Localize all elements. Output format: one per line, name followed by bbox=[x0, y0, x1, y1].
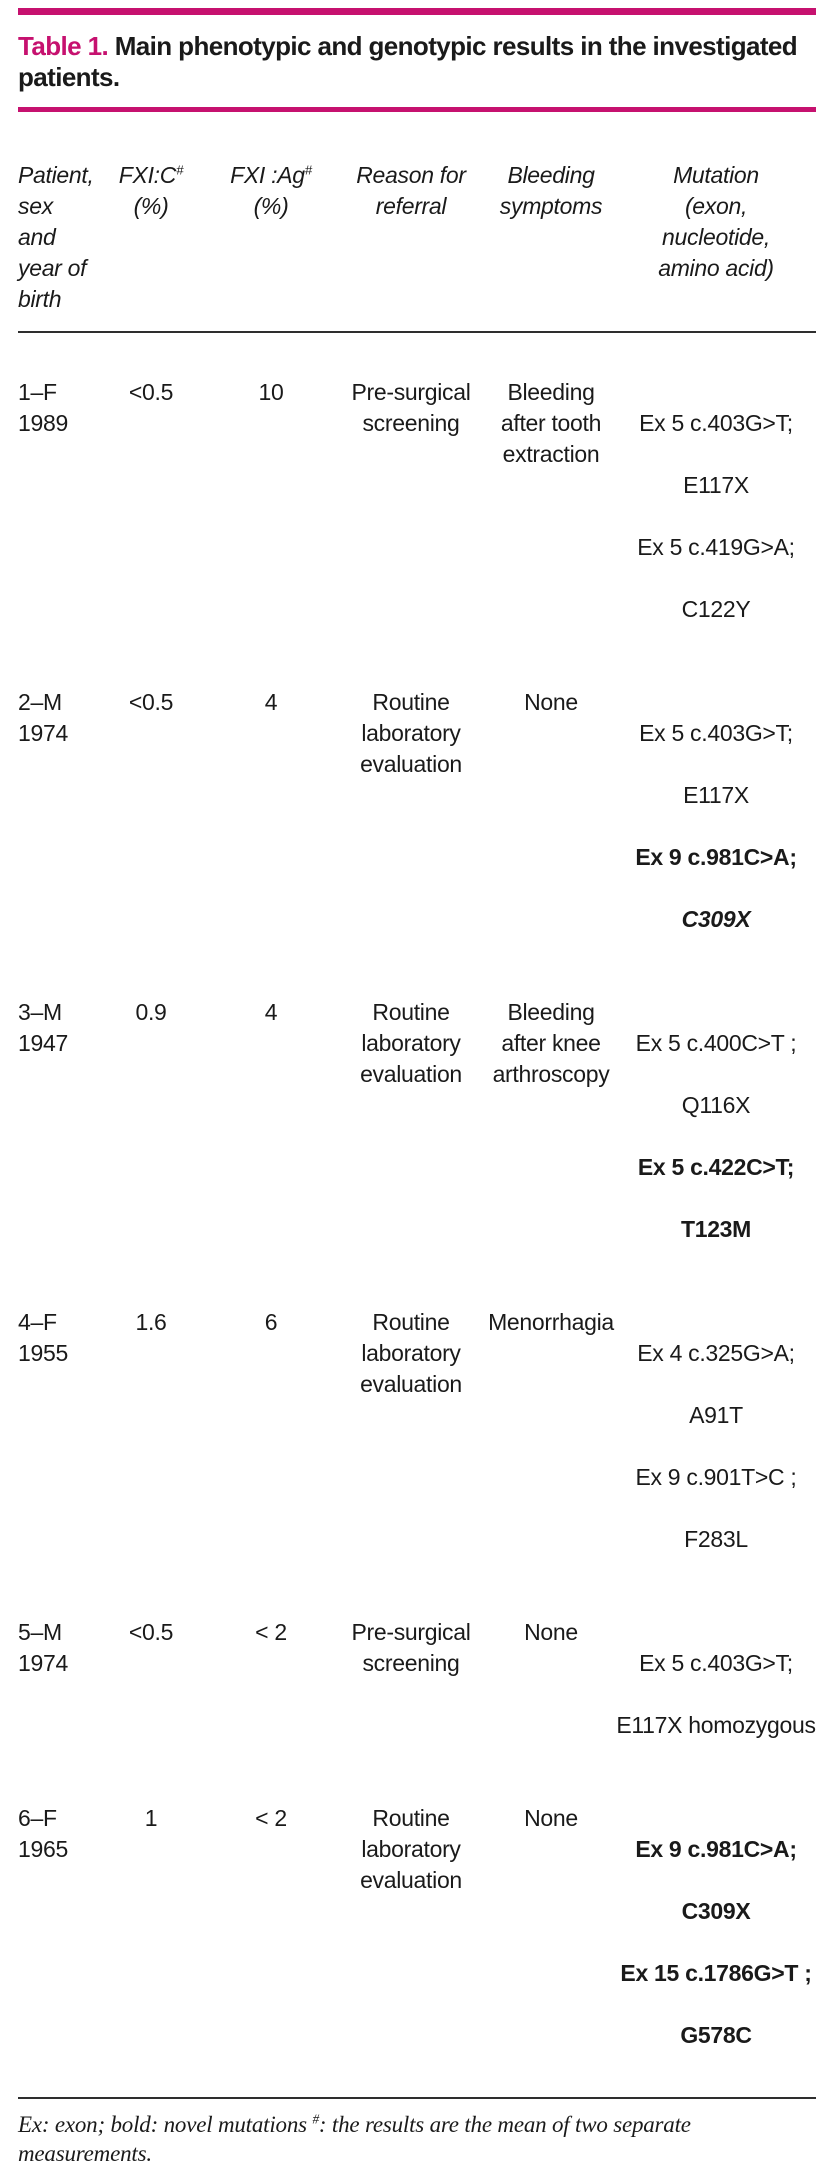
header-symptoms: Bleeding symptoms bbox=[499, 162, 603, 220]
symptoms-cell: None bbox=[524, 689, 578, 716]
fxic-cell: 0.9 bbox=[135, 999, 167, 1026]
fxiag-cell: 4 bbox=[264, 689, 278, 716]
accent-rule-top bbox=[18, 8, 816, 15]
table-row: 3–M 1947 0.9 4 Routine laboratory evalua… bbox=[18, 997, 816, 1276]
symptoms-cell: Bleeding after knee arthroscopy bbox=[492, 999, 610, 1088]
table-row: 6–F 1965 1 < 2 Routine laboratory evalua… bbox=[18, 1803, 816, 2082]
patient-cell: 4–F 1955 bbox=[18, 1309, 68, 1367]
fxiag-cell: 10 bbox=[258, 379, 284, 406]
symptoms-cell: Menorrhagia bbox=[488, 1309, 614, 1336]
mutation-line: Ex 9 c.901T>C ; bbox=[635, 1464, 797, 1491]
fxiag-cell: 4 bbox=[264, 999, 278, 1026]
header-fxiag-unit: (%) bbox=[253, 193, 289, 220]
mutation-line: E117X homozygous bbox=[616, 1712, 816, 1739]
table-row: 5–M 1974 <0.5 < 2 Pre-surgical screening… bbox=[18, 1617, 816, 1772]
header-reason: Reason for referral bbox=[356, 162, 466, 220]
mutation-line: Ex 5 c.403G>T; bbox=[639, 410, 793, 437]
mutation-line: A91T bbox=[689, 1402, 743, 1429]
mutation-line: C309X bbox=[681, 906, 751, 933]
footer-divider-rule bbox=[18, 2097, 816, 2100]
hash-superscript: # bbox=[304, 162, 312, 178]
fxic-cell: 1 bbox=[144, 1805, 158, 1832]
table-body: 1–F 1989 <0.5 10 Pre-surgical screening … bbox=[18, 377, 816, 2082]
mutation-line: Ex 15 c.1786G>T ; bbox=[620, 1960, 812, 1987]
mutation-line: Ex 5 c.400C>T ; bbox=[635, 1030, 797, 1057]
fxic-cell: 1.6 bbox=[135, 1309, 167, 1336]
table-header-row: Patient, sex and year of birth FXI:C# (%)… bbox=[18, 160, 816, 315]
mutation-line: G578C bbox=[680, 2022, 752, 2049]
mutation-line: Q116X bbox=[681, 1092, 751, 1119]
mutation-cell: Ex 9 c.981C>A; C309X Ex 15 c.1786G>T ; G… bbox=[616, 1803, 816, 2082]
header-divider-rule bbox=[18, 331, 816, 334]
table-row: 2–M 1974 <0.5 4 Routine laboratory evalu… bbox=[18, 687, 816, 966]
table-caption: Main phenotypic and genotypic results in… bbox=[18, 31, 798, 93]
mutation-cell: Ex 5 c.400C>T ; Q116X Ex 5 c.422C>T; T12… bbox=[616, 997, 816, 1276]
mutation-line: F283L bbox=[684, 1526, 748, 1553]
mutation-cell: Ex 5 c.403G>T; E117X homozygous bbox=[616, 1617, 816, 1772]
table-row: 4–F 1955 1.6 6 Routine laboratory evalua… bbox=[18, 1307, 816, 1586]
mutation-line: Ex 5 c.419G>A; bbox=[637, 534, 795, 561]
accent-rule-title-bottom bbox=[18, 107, 816, 113]
table-footnote: Ex: exon; bold: novel mutations #: the r… bbox=[18, 2110, 816, 2168]
table-row: 1–F 1989 <0.5 10 Pre-surgical screening … bbox=[18, 377, 816, 656]
header-fxic-name: FXI:C bbox=[118, 162, 177, 189]
fxic-cell: <0.5 bbox=[128, 1619, 174, 1646]
reason-cell: Routine laboratory evaluation bbox=[360, 1805, 462, 1894]
patient-cell: 1–F 1989 bbox=[18, 379, 68, 437]
reason-cell: Routine laboratory evaluation bbox=[360, 1309, 462, 1398]
header-fxiag-name: FXI :Ag bbox=[230, 162, 305, 189]
mutation-line: Ex 4 c.325G>A; bbox=[637, 1340, 795, 1367]
hash-superscript: # bbox=[176, 162, 184, 178]
symptoms-cell: Bleeding after tooth extraction bbox=[500, 379, 602, 468]
header-mutation: Mutation (exon, nucleotide, amino acid) bbox=[658, 162, 774, 282]
header-fxic: FXI:C# (%) bbox=[96, 160, 206, 315]
header-fxic-unit: (%) bbox=[133, 193, 169, 220]
header-patient: Patient, sex and year of birth bbox=[18, 162, 94, 313]
mutation-line: E117X bbox=[683, 472, 749, 499]
mutation-line: C122Y bbox=[681, 596, 751, 623]
patient-cell: 5–M 1974 bbox=[18, 1619, 68, 1677]
mutation-line: Ex 5 c.403G>T; bbox=[639, 1650, 793, 1677]
paper-table-figure: Table 1. Main phenotypic and genotypic r… bbox=[0, 8, 834, 2166]
footnote-text-start: Ex: exon; bold: novel mutations bbox=[18, 2112, 313, 2138]
mutation-line: Ex 5 c.422C>T; bbox=[637, 1154, 795, 1181]
mutation-line: C309X bbox=[681, 1898, 751, 1925]
mutation-cell: Ex 5 c.403G>T; E117X Ex 5 c.419G>A; C122… bbox=[616, 377, 816, 656]
reason-cell: Routine laboratory evaluation bbox=[360, 999, 462, 1088]
mutation-line: Ex 9 c.981C>A; bbox=[635, 844, 797, 871]
patient-cell: 2–M 1974 bbox=[18, 689, 68, 747]
fxic-cell: <0.5 bbox=[128, 379, 174, 406]
fxiag-cell: 6 bbox=[264, 1309, 278, 1336]
table-title: Table 1. Main phenotypic and genotypic r… bbox=[18, 31, 816, 93]
symptoms-cell: None bbox=[524, 1619, 578, 1646]
fxic-cell: <0.5 bbox=[128, 689, 174, 716]
fxiag-cell: < 2 bbox=[255, 1805, 287, 1832]
header-fxiag: FXI :Ag# (%) bbox=[206, 160, 336, 315]
mutation-line: E117X bbox=[683, 782, 749, 809]
mutation-cell: Ex 4 c.325G>A; A91T Ex 9 c.901T>C ; F283… bbox=[616, 1307, 816, 1586]
mutation-line: Ex 5 c.403G>T; bbox=[639, 720, 793, 747]
reason-cell: Routine laboratory evaluation bbox=[360, 689, 462, 778]
patient-cell: 3–M 1947 bbox=[18, 999, 68, 1057]
table-number-label: Table 1. bbox=[18, 31, 109, 61]
reason-cell: Pre-surgical screening bbox=[351, 1619, 471, 1677]
patient-cell: 6–F 1965 bbox=[18, 1805, 68, 1863]
fxiag-cell: < 2 bbox=[255, 1619, 287, 1646]
mutation-cell: Ex 5 c.403G>T; E117X Ex 9 c.981C>A; C309… bbox=[616, 687, 816, 966]
mutation-line: Ex 9 c.981C>A; bbox=[635, 1836, 797, 1863]
mutation-line: T123M bbox=[680, 1216, 752, 1243]
symptoms-cell: None bbox=[524, 1805, 578, 1832]
reason-cell: Pre-surgical screening bbox=[351, 379, 471, 437]
